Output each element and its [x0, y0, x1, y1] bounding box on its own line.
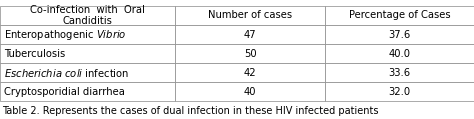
Bar	[325, 6, 474, 25]
Bar	[325, 82, 474, 101]
Text: 37.6: 37.6	[388, 30, 410, 40]
Text: $\it{Escherichia\ coli}$ infection: $\it{Escherichia\ coli}$ infection	[4, 67, 129, 79]
Text: 32.0: 32.0	[388, 87, 410, 97]
Bar	[0, 44, 175, 63]
Text: Table 2. Represents the cases of dual infection in these HIV infected patients: Table 2. Represents the cases of dual in…	[2, 106, 379, 116]
Bar	[325, 25, 474, 44]
Bar	[325, 63, 474, 82]
Text: 42: 42	[244, 68, 256, 78]
Text: 40.0: 40.0	[388, 49, 410, 59]
Text: Number of cases: Number of cases	[208, 10, 292, 20]
Text: Cryptosporidial diarrhea: Cryptosporidial diarrhea	[4, 87, 125, 97]
Bar	[0, 63, 175, 82]
Bar	[175, 25, 325, 44]
Bar	[0, 6, 175, 25]
Text: Enteropathogenic $\it{Vibrio}$: Enteropathogenic $\it{Vibrio}$	[4, 27, 127, 42]
Text: 50: 50	[244, 49, 256, 59]
Text: 33.6: 33.6	[388, 68, 410, 78]
Bar	[175, 82, 325, 101]
Text: 47: 47	[244, 30, 256, 40]
Bar	[175, 63, 325, 82]
Bar	[175, 44, 325, 63]
Bar	[0, 82, 175, 101]
Text: Percentage of Cases: Percentage of Cases	[348, 10, 450, 20]
Bar	[325, 44, 474, 63]
Text: 40: 40	[244, 87, 256, 97]
Text: Tuberculosis: Tuberculosis	[4, 49, 65, 59]
Bar	[0, 25, 175, 44]
Text: Co-infection  with  Oral
Candiditis: Co-infection with Oral Candiditis	[30, 5, 145, 26]
Bar	[175, 6, 325, 25]
